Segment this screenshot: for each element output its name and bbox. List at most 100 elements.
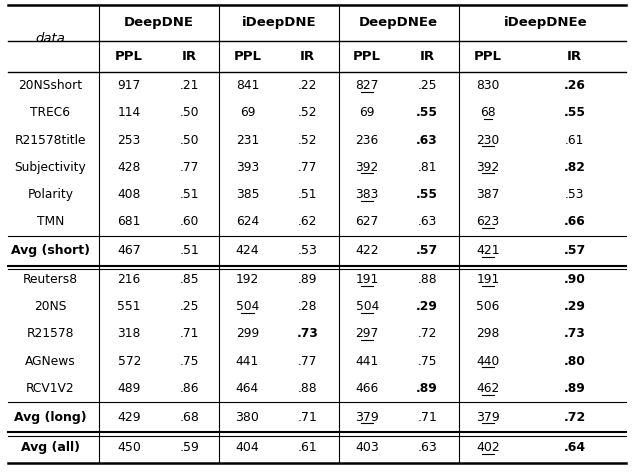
- Text: IR: IR: [300, 50, 315, 63]
- Text: 236: 236: [356, 134, 379, 146]
- Text: 403: 403: [355, 441, 379, 454]
- Text: .88: .88: [417, 273, 437, 286]
- Text: .71: .71: [417, 411, 437, 424]
- Text: .66: .66: [564, 215, 585, 228]
- Text: .51: .51: [298, 188, 317, 201]
- Text: .57: .57: [564, 244, 586, 257]
- Text: 623: 623: [477, 215, 499, 228]
- Text: 572: 572: [118, 355, 141, 368]
- Text: .73: .73: [564, 328, 586, 340]
- Text: .89: .89: [416, 382, 438, 395]
- Text: 440: 440: [477, 355, 499, 368]
- Text: PPL: PPL: [353, 50, 381, 63]
- Text: 231: 231: [236, 134, 259, 146]
- Text: 253: 253: [118, 134, 141, 146]
- Text: 624: 624: [236, 215, 259, 228]
- Text: .77: .77: [298, 161, 317, 174]
- Text: PPL: PPL: [474, 50, 502, 63]
- Text: 917: 917: [118, 79, 141, 92]
- Text: .61: .61: [298, 441, 317, 454]
- Text: .63: .63: [416, 134, 438, 146]
- Text: 114: 114: [118, 106, 141, 119]
- Text: .52: .52: [298, 134, 317, 146]
- Text: .77: .77: [298, 355, 317, 368]
- Text: .72: .72: [564, 411, 586, 424]
- Text: .68: .68: [179, 411, 199, 424]
- Text: .81: .81: [417, 161, 437, 174]
- Text: .55: .55: [416, 106, 438, 119]
- Text: .88: .88: [298, 382, 317, 395]
- Text: .82: .82: [564, 161, 586, 174]
- Text: 504: 504: [236, 300, 259, 313]
- Text: 387: 387: [477, 188, 500, 201]
- Text: .57: .57: [416, 244, 438, 257]
- Text: TREC6: TREC6: [30, 106, 70, 119]
- Text: 422: 422: [355, 244, 379, 257]
- Text: 393: 393: [236, 161, 259, 174]
- Text: .52: .52: [298, 106, 317, 119]
- Text: 69: 69: [240, 106, 255, 119]
- Text: 681: 681: [118, 215, 141, 228]
- Text: 230: 230: [477, 134, 499, 146]
- Text: .26: .26: [564, 79, 586, 92]
- Text: .51: .51: [179, 244, 199, 257]
- Text: 830: 830: [477, 79, 500, 92]
- Text: .55: .55: [416, 188, 438, 201]
- Text: Avg (all): Avg (all): [21, 441, 80, 454]
- Text: 68: 68: [480, 106, 495, 119]
- Text: R21578title: R21578title: [15, 134, 86, 146]
- Text: .53: .53: [298, 244, 317, 257]
- Text: 379: 379: [476, 411, 500, 424]
- Text: data: data: [35, 32, 65, 45]
- Text: .72: .72: [417, 328, 437, 340]
- Text: .25: .25: [417, 79, 437, 92]
- Text: 841: 841: [236, 79, 259, 92]
- Text: 506: 506: [477, 300, 500, 313]
- Text: 441: 441: [236, 355, 259, 368]
- Text: Polarity: Polarity: [27, 188, 73, 201]
- Text: .89: .89: [298, 273, 317, 286]
- Text: 383: 383: [356, 188, 379, 201]
- Text: .61: .61: [565, 134, 585, 146]
- Text: 827: 827: [356, 79, 379, 92]
- Text: 441: 441: [356, 355, 379, 368]
- Text: TMN: TMN: [37, 215, 64, 228]
- Text: .63: .63: [417, 215, 437, 228]
- Text: 191: 191: [356, 273, 379, 286]
- Text: .73: .73: [296, 328, 319, 340]
- Text: .53: .53: [565, 188, 585, 201]
- Text: 216: 216: [118, 273, 141, 286]
- Text: .71: .71: [179, 328, 199, 340]
- Text: iDeepDNEe: iDeepDNEe: [504, 16, 587, 29]
- Text: .29: .29: [564, 300, 586, 313]
- Text: 20NSshort: 20NSshort: [18, 79, 82, 92]
- Text: IR: IR: [181, 50, 197, 63]
- Text: RCV1V2: RCV1V2: [26, 382, 75, 395]
- Text: 385: 385: [236, 188, 259, 201]
- Text: .71: .71: [298, 411, 317, 424]
- Text: .59: .59: [179, 441, 199, 454]
- Text: .22: .22: [298, 79, 317, 92]
- Text: .51: .51: [179, 188, 199, 201]
- Text: .75: .75: [179, 355, 199, 368]
- Text: 428: 428: [118, 161, 141, 174]
- Text: .28: .28: [298, 300, 317, 313]
- Text: PPL: PPL: [115, 50, 143, 63]
- Text: 551: 551: [118, 300, 141, 313]
- Text: IR: IR: [420, 50, 435, 63]
- Text: 192: 192: [236, 273, 259, 286]
- Text: 408: 408: [118, 188, 141, 201]
- Text: 402: 402: [476, 441, 500, 454]
- Text: Avg (short): Avg (short): [11, 244, 90, 257]
- Text: Reuters8: Reuters8: [23, 273, 78, 286]
- Text: .25: .25: [179, 300, 199, 313]
- Text: .63: .63: [417, 441, 437, 454]
- Text: 429: 429: [118, 411, 141, 424]
- Text: DeepDNEe: DeepDNEe: [359, 16, 438, 29]
- Text: 450: 450: [118, 441, 141, 454]
- Text: .90: .90: [564, 273, 586, 286]
- Text: .85: .85: [179, 273, 199, 286]
- Text: 404: 404: [236, 441, 259, 454]
- Text: 379: 379: [355, 411, 379, 424]
- Text: 489: 489: [118, 382, 141, 395]
